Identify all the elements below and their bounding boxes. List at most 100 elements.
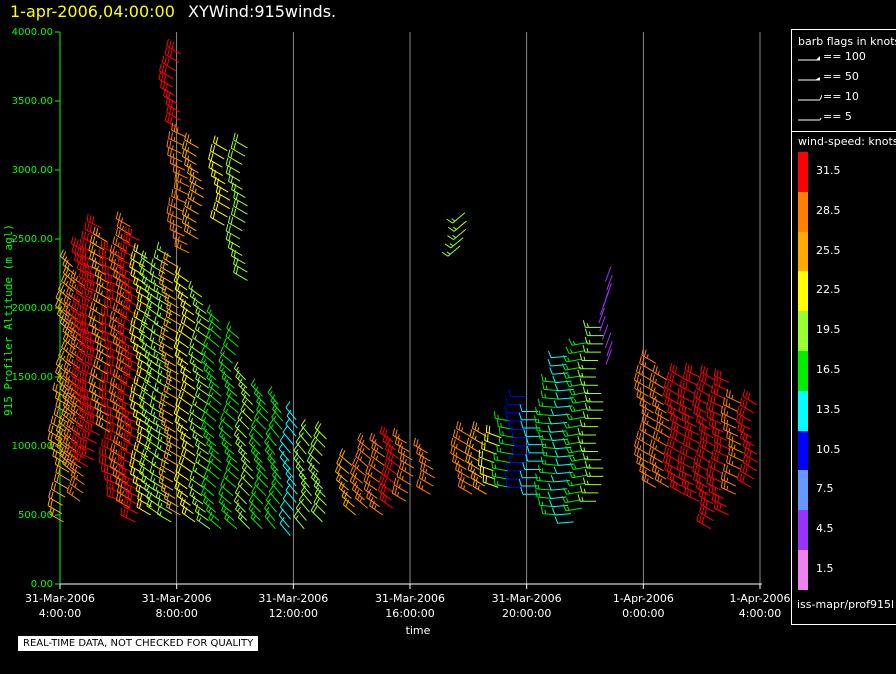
wind-barb: [584, 394, 604, 403]
wind-barb: [226, 321, 240, 339]
wind-barb: [195, 305, 210, 323]
wind-barb: [203, 404, 217, 422]
colorbar-label: 31.5: [816, 164, 841, 177]
wind-barb: [693, 405, 708, 422]
wind-barb: [144, 349, 159, 367]
wind-barb: [165, 441, 181, 458]
wind-barb: [272, 402, 284, 422]
wind-barb: [95, 284, 111, 301]
wind-barb: [554, 450, 574, 458]
wind-barb: [349, 474, 363, 492]
wind-barb: [221, 503, 235, 521]
wind-barb: [104, 297, 120, 312]
chart-title: 1-apr-2006,04:00:00 XYWind:915winds.: [10, 2, 336, 21]
wind-barb: [669, 479, 685, 495]
wind-barb: [678, 470, 694, 486]
wind-barb: [233, 428, 246, 447]
wind-barb: [62, 302, 77, 320]
y-tick-label: 3500.00: [12, 96, 53, 107]
wind-barb: [698, 372, 714, 389]
wind-barb: [504, 405, 523, 414]
wind-barb: [307, 462, 321, 481]
colorbar-label: 22.5: [816, 283, 841, 297]
wind-barb: [181, 306, 196, 324]
wind-barb: [56, 373, 70, 392]
wind-barb: [99, 389, 115, 403]
wind-barb: [144, 440, 159, 458]
wind-barb: [213, 201, 228, 218]
wind-barb: [493, 452, 511, 464]
wind-barb: [256, 461, 269, 480]
wind-barb: [693, 455, 708, 472]
wind-barb: [138, 465, 153, 483]
wind-barb: [369, 498, 384, 516]
wind-barb: [604, 266, 612, 282]
wind-barb: [71, 310, 86, 327]
wind-barb: [122, 300, 139, 316]
wind-barb: [582, 386, 602, 395]
wind-barb: [79, 437, 95, 452]
colorbar-label: 10.5: [816, 442, 841, 456]
wind-barb: [118, 466, 134, 481]
wind-barb: [225, 165, 241, 182]
x-tick-label-date: 31-Mar-2006: [258, 592, 328, 605]
wind-barb: [479, 466, 496, 480]
wind-barb: [504, 471, 523, 480]
wind-barb: [233, 256, 248, 273]
wind-barb: [457, 470, 473, 487]
wind-barb: [133, 375, 149, 392]
wind-barb: [208, 379, 222, 397]
wind-barb: [561, 363, 582, 371]
wind-barb: [670, 421, 686, 437]
wind-barb: [206, 437, 220, 455]
wind-barb: [399, 461, 414, 477]
wind-barb: [203, 470, 217, 488]
wind-barb: [195, 454, 210, 472]
wind-barb: [726, 430, 742, 446]
flag-legend-row: == 100: [792, 48, 896, 68]
wind-barb: [151, 457, 166, 473]
wind-barb: [735, 414, 751, 430]
wind-barb: [234, 419, 247, 439]
wind-barb: [549, 367, 569, 375]
wind-barb: [156, 440, 172, 457]
wind-barb: [96, 276, 111, 292]
legend-frame: [791, 29, 896, 625]
wind-barb: [158, 342, 174, 359]
wind-barb: [713, 368, 730, 383]
wind-barb: [158, 334, 174, 350]
wind-barb: [124, 350, 140, 366]
colorbar-row: 16.5: [792, 350, 896, 391]
wind-barb: [285, 401, 297, 421]
wind-barb: [676, 462, 693, 477]
wind-barb: [106, 413, 123, 428]
wind-barb: [218, 354, 232, 372]
wind-barb: [464, 445, 480, 462]
wind-barb: [357, 433, 371, 451]
wind-barb: [551, 508, 572, 516]
barb-flag-icon: [798, 94, 822, 101]
wind-barb: [69, 393, 84, 411]
colorbar-row: 7.5: [792, 470, 896, 511]
colorbar-swatch: [798, 350, 808, 391]
wind-barb: [677, 387, 693, 403]
wind-barb: [173, 340, 188, 357]
colorbar-label: 25.5: [816, 243, 841, 257]
wind-barb: [352, 457, 366, 476]
wind-barb: [154, 448, 169, 465]
wind-barb: [48, 423, 63, 440]
colorbar-swatch: [798, 152, 808, 192]
wind-barb: [491, 469, 509, 480]
wind-barb: [511, 447, 530, 455]
wind-barb: [215, 185, 231, 201]
wind-barb: [693, 472, 708, 488]
wind-barb: [634, 447, 649, 463]
wind-barb: [177, 422, 191, 440]
wind-barb: [742, 455, 758, 472]
wind-barb: [201, 346, 215, 364]
wind-barb: [537, 398, 556, 408]
wind-barb: [393, 477, 409, 494]
wind-barb: [251, 486, 264, 505]
wind-barb: [232, 132, 248, 149]
wind-barb: [649, 439, 665, 455]
